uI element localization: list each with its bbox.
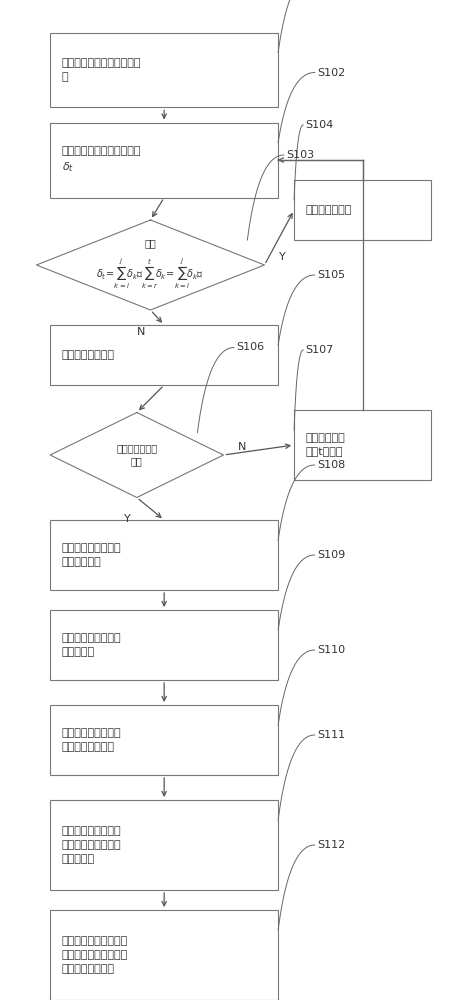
Text: S108: S108 <box>316 460 344 470</box>
FancyBboxPatch shape <box>50 32 278 107</box>
Text: S105: S105 <box>316 270 344 280</box>
FancyBboxPatch shape <box>293 180 430 240</box>
Text: 存在
$\delta_t\!=\!\sum_{k=i}^{j}\!\delta_k$或$\sum_{k=r}^{t}\!\delta_k\!=\!\sum_{k: 存在 $\delta_t\!=\!\sum_{k=i}^{j}\!\delta_… <box>96 239 204 291</box>
FancyBboxPatch shape <box>50 705 278 775</box>
Text: 中间变量自加１: 中间变量自加１ <box>305 205 351 215</box>
FancyBboxPatch shape <box>50 520 278 590</box>
Text: S111: S111 <box>316 730 344 740</box>
Text: S106: S106 <box>236 342 264 352</box>
FancyBboxPatch shape <box>50 610 278 680</box>
Text: 第二序列码元内容对应
波长值控制第一序列，
得到二维光正交码: 第二序列码元内容对应 波长值控制第一序列， 得到二维光正交码 <box>61 936 127 974</box>
FancyBboxPatch shape <box>50 325 278 385</box>
Text: S103: S103 <box>286 150 313 160</box>
FancyBboxPatch shape <box>50 910 278 1000</box>
Text: S110: S110 <box>316 645 344 655</box>
FancyBboxPatch shape <box>50 122 278 198</box>
Text: S107: S107 <box>305 345 333 355</box>
Text: S112: S112 <box>316 840 344 850</box>
FancyBboxPatch shape <box>50 800 278 890</box>
Text: N: N <box>237 442 245 452</box>
Text: 中间变量自加
１，t自加１: 中间变量自加 １，t自加１ <box>305 433 344 457</box>
FancyBboxPatch shape <box>293 410 430 480</box>
Text: Y: Y <box>279 252 285 262</box>
Text: Y: Y <box>124 514 131 524</box>
Text: 得到一个脉冲间隔: 得到一个脉冲间隔 <box>61 350 114 360</box>
Text: 得到全部脉冲间
隔？: 得到全部脉冲间 隔？ <box>116 443 157 467</box>
Polygon shape <box>36 220 264 310</box>
Text: S102: S102 <box>316 68 344 78</box>
Text: N: N <box>137 327 145 337</box>
Text: 取得第二序列码元内
容表示的波长序号对
应的波长值: 取得第二序列码元内 容表示的波长序号对 应的波长值 <box>61 826 121 864</box>
Text: 依据第一序列得到波
长数和码长: 依据第一序列得到波 长数和码长 <box>61 633 121 657</box>
Text: 读取全部脉冲间隔，
得到第一序列: 读取全部脉冲间隔， 得到第一序列 <box>61 543 121 567</box>
Text: S104: S104 <box>305 120 333 130</box>
Polygon shape <box>50 412 223 497</box>
Text: 设定参数，给中间变量赋初
值: 设定参数，给中间变量赋初 值 <box>61 58 141 82</box>
Text: 将中间变量赋值给脉冲间隔
$\delta_t$: 将中间变量赋值给脉冲间隔 $\delta_t$ <box>61 146 141 174</box>
Text: 进行模为波长数的加
法，得到第二序列: 进行模为波长数的加 法，得到第二序列 <box>61 728 121 752</box>
Text: S109: S109 <box>316 550 344 560</box>
